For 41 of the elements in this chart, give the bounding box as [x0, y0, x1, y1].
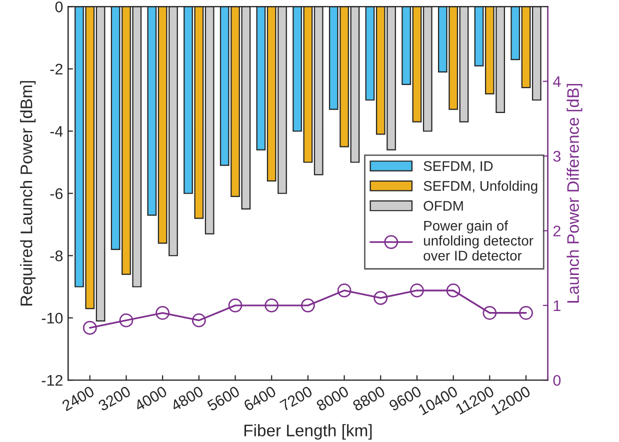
y2-tick-label: 0: [553, 374, 561, 386]
y-tick-label: -12: [42, 374, 62, 386]
legend-label: OFDM: [424, 200, 463, 211]
x-tick-label: 6400: [243, 386, 277, 412]
legend-label: SEFDM, ID: [424, 161, 493, 173]
x-tick-label: 8800: [352, 386, 386, 412]
y-tick-label: -6: [50, 188, 63, 200]
x-tick-label: 5600: [206, 386, 240, 412]
y-tick-label: -10: [42, 312, 63, 324]
x-tick-label: 8000: [316, 386, 350, 412]
x-tick-label: 2400: [61, 386, 95, 412]
x-tick-label: 4800: [170, 386, 204, 412]
x-tick-label: 4000: [134, 386, 168, 412]
x-tick-label: 3200: [98, 386, 132, 412]
y2-tick-label: 1: [554, 300, 560, 311]
legend-label: Power gain of unfolding detector over ID detector: [424, 220, 534, 261]
y-tick-label: -2: [50, 64, 62, 74]
point: [482, 306, 497, 320]
point: [264, 298, 279, 312]
point: [519, 306, 533, 320]
point: [156, 306, 170, 320]
y-tick-label: -4: [50, 126, 63, 137]
point: [228, 298, 242, 312]
point: [82, 320, 97, 335]
point: [301, 298, 315, 312]
point: [446, 284, 460, 298]
point: [337, 284, 352, 298]
y2-tick-label: 2: [553, 226, 560, 236]
point: [374, 291, 388, 305]
y-axis-title: Required Launch Power [dBm]: [20, 81, 36, 306]
point: [192, 313, 206, 328]
y-tick-label: -8: [50, 250, 63, 262]
y2-axis-title: Launch Power Difference [dB]: [566, 84, 582, 303]
y2-tick-label: 4: [553, 76, 561, 87]
point: [410, 284, 424, 298]
x-tick-label: 7200: [279, 386, 314, 412]
y2-tick-label: 3: [553, 150, 560, 162]
point: [119, 313, 134, 328]
x-axis-title: Fiber Length [km]: [244, 424, 372, 440]
y-tick-label: 0: [55, 2, 63, 12]
legend-label: SEFDM, Unfolding: [424, 180, 538, 194]
